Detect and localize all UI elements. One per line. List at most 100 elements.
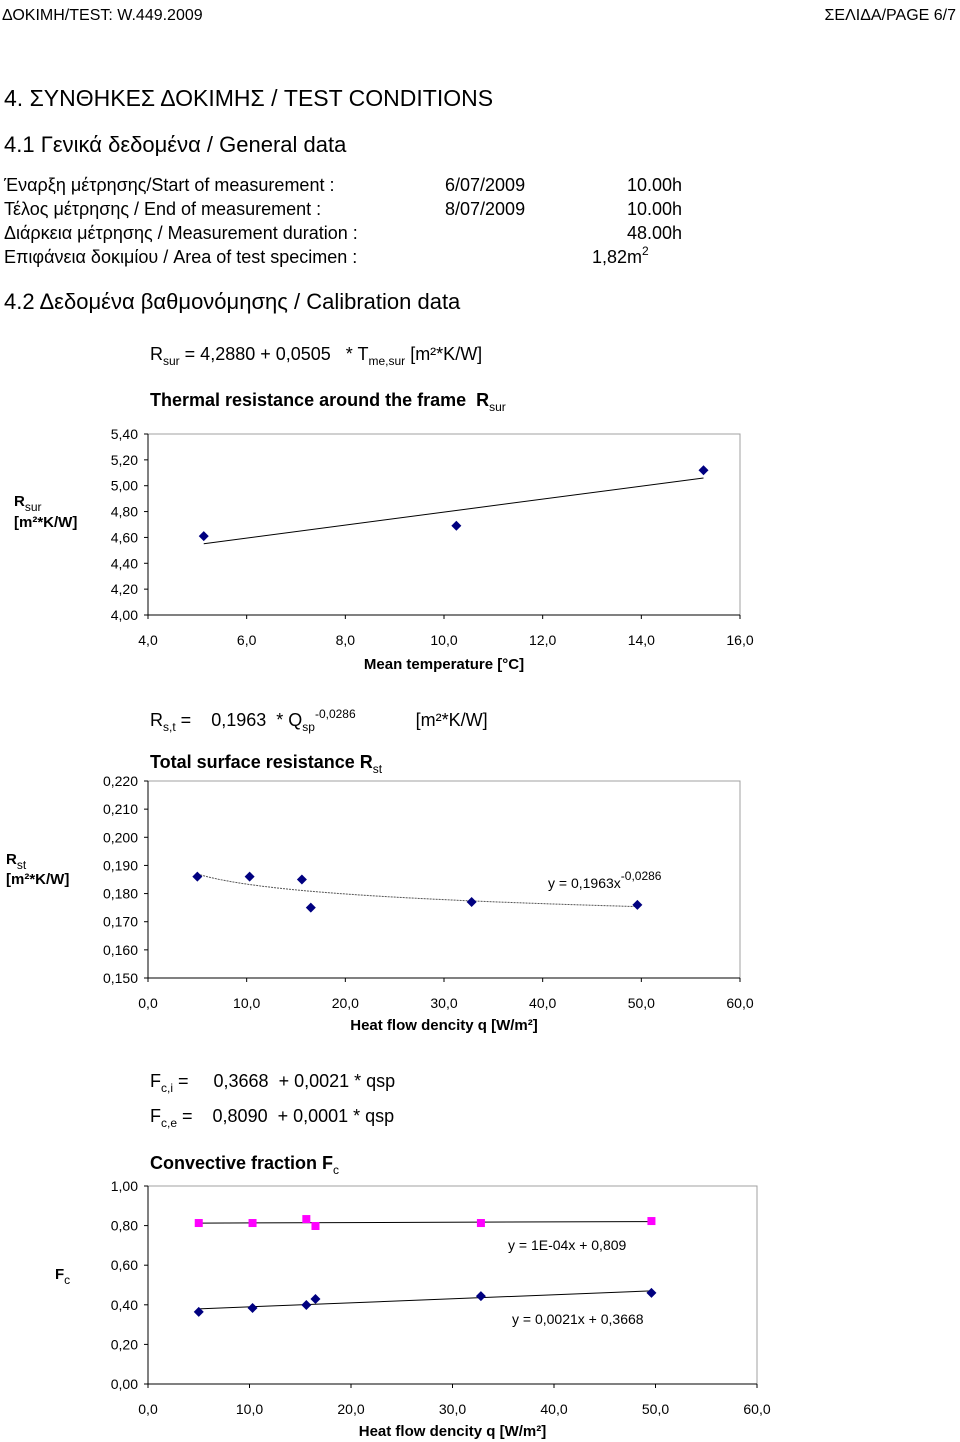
text-part: c,i [161, 1081, 173, 1095]
section-title: 4. ΣΥΝΘΗΚΕΣ ΔΟΚΙΜΗΣ / TEST CONDITIONS [4, 85, 493, 111]
x-tick-label: 0,0 [138, 1401, 158, 1417]
x-tick-label: 10,0 [236, 1401, 263, 1417]
x-tick-label: 20,0 [337, 1401, 364, 1417]
text-part: sur [25, 500, 42, 514]
y-axis-label: [m²*K/W] [14, 514, 77, 531]
x-tick-label: 4,0 [138, 632, 158, 648]
point [198, 531, 209, 542]
point [244, 871, 255, 882]
x-tick-label: 60,0 [726, 995, 753, 1011]
trendline [203, 477, 704, 545]
point [476, 1219, 485, 1228]
chart-title: Total surface resistance Rst [150, 752, 383, 776]
x-tick-label: 30,0 [430, 995, 457, 1011]
row-date: 6/07/2009 [445, 175, 525, 195]
x-tick-label: 40,0 [540, 1401, 567, 1417]
x-tick-label: 16,0 [726, 632, 753, 648]
y-tick-label: 0,170 [103, 914, 138, 930]
x-tick-label: 0,0 [138, 995, 158, 1011]
text-part: [m²*K/W] [14, 514, 77, 531]
text-part: Convective fraction F [150, 1153, 333, 1173]
x-tick-label: 10,0 [430, 632, 457, 648]
point [194, 1219, 203, 1228]
chart-title: Convective fraction Fc [150, 1153, 339, 1177]
trendline-equation: y = 0,0021x + 0,3668 [512, 1311, 644, 1327]
x-tick-label: 40,0 [529, 995, 556, 1011]
trendline-equation: y = 0,1963x-0,0286 [548, 869, 662, 891]
x-tick-label: 20,0 [332, 995, 359, 1011]
y-tick-label: 4,00 [111, 607, 138, 623]
subsection-title: 4.1 Γενικά δεδομένα / General data [4, 132, 347, 157]
text-part: st [373, 762, 383, 776]
text-part: R [14, 493, 25, 510]
text-part: y = 1E-04x + 0,809 [508, 1237, 627, 1253]
y-axis-label: Fc [55, 1266, 70, 1287]
y-tick-label: 0,200 [103, 829, 138, 845]
text-part: = 0,8090 + 0,0001 * qsp [177, 1106, 394, 1126]
text-part: Total surface resistance R [150, 752, 373, 772]
y-tick-label: 5,20 [111, 452, 138, 468]
plot-frame [147, 1185, 758, 1385]
text-part: [m²*K/W] [405, 344, 482, 364]
point [248, 1219, 257, 1228]
y-tick-label: 4,80 [111, 504, 138, 520]
x-tick-label: 50,0 [642, 1401, 669, 1417]
x-tick-label: 50,0 [628, 995, 655, 1011]
text-part: [m²*K/W] [6, 871, 69, 888]
row-label: Επιφάνεια δοκιμίου / Area of test specim… [4, 247, 357, 267]
subsection-title: 4.2 Δεδομένα βαθμονόμησης / Calibration … [4, 289, 461, 314]
point [451, 520, 462, 531]
y-tick-label: 0,40 [111, 1297, 138, 1313]
header-right: ΣΕΛΙΔΑ/PAGE 6/7 [825, 7, 957, 24]
row-label: Διάρκεια μέτρησης / Measurement duration… [4, 223, 358, 243]
y-tick-label: 4,60 [111, 529, 138, 545]
y-tick-label: 0,210 [103, 801, 138, 817]
y-tick-label: 4,40 [111, 555, 138, 571]
x-tick-label: 12,0 [529, 632, 556, 648]
x-tick-label: 30,0 [439, 1401, 466, 1417]
point [646, 1287, 657, 1298]
point [466, 897, 477, 908]
point [193, 1306, 204, 1317]
row-label: Τέλος μέτρησης / End of measurement : [4, 199, 321, 219]
row-label: Έναρξη μέτρησης/Start of measurement : [3, 175, 334, 195]
text-part: me,sur [369, 354, 406, 368]
row-value: 48.00h [627, 223, 682, 243]
point [647, 1217, 656, 1226]
trendline [198, 1221, 652, 1224]
text-part: st [17, 858, 27, 872]
text-part: = 0,3668 + 0,0021 * qsp [173, 1071, 395, 1091]
y-tick-label: 5,40 [111, 426, 138, 442]
row-time: 10.00h [627, 199, 682, 219]
point [632, 899, 643, 910]
text-part: -0,0286 [315, 707, 356, 721]
text-part: R [150, 710, 163, 730]
point [301, 1299, 312, 1310]
text-part: c [333, 1163, 339, 1177]
x-tick-label: 6,0 [237, 632, 257, 648]
point [296, 874, 307, 885]
plot-frame [147, 433, 741, 616]
point [302, 1215, 311, 1224]
formula: Fc,e = 0,8090 + 0,0001 * qsp [150, 1106, 394, 1130]
text-part: F [55, 1266, 64, 1283]
text-part: R [150, 344, 163, 364]
text-part: = 4,2880 + 0,0505 * T [180, 344, 369, 364]
text-part: = 0,1963 * Q [176, 710, 303, 730]
text-part: F [150, 1106, 161, 1126]
x-tick-label: 14,0 [628, 632, 655, 648]
text-part: sur [489, 400, 506, 414]
point [311, 1221, 320, 1230]
y-tick-label: 0,60 [111, 1257, 138, 1273]
text-part: c,e [161, 1116, 177, 1130]
y-tick-label: 1,00 [111, 1178, 138, 1194]
row-value: 1,82m2 [592, 244, 649, 267]
x-axis-label: Heat flow dencity q [W/m²] [350, 1017, 538, 1034]
exponent: 2 [642, 244, 649, 258]
formula: Fc,i = 0,3668 + 0,0021 * qsp [150, 1071, 395, 1095]
trendline [198, 1290, 652, 1310]
y-axis-label: [m²*K/W] [6, 871, 69, 888]
trendline-equation: y = 1E-04x + 0,809 [508, 1237, 627, 1253]
